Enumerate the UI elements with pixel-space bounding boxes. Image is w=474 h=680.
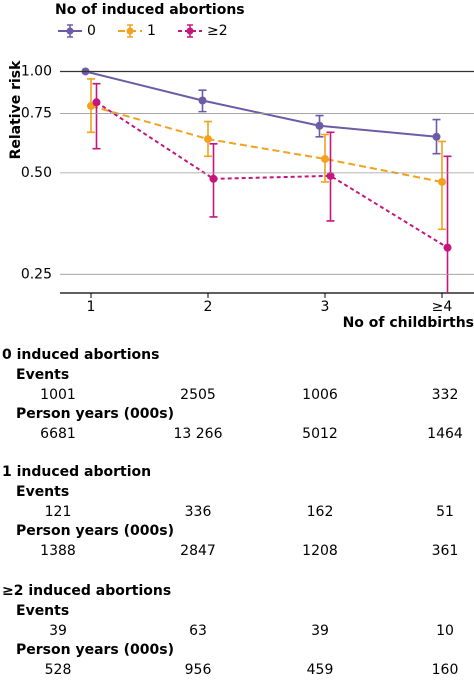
legend-marker: [66, 27, 74, 35]
table-cell: 63: [189, 623, 207, 639]
row-label: Person years (000s): [16, 523, 174, 539]
series-line: [85, 70, 437, 138]
legend-label: 0: [87, 23, 96, 39]
data-point: [326, 171, 335, 180]
x-tick-label: 3: [321, 299, 330, 315]
table-cell: 121: [45, 504, 72, 520]
legend-label: ≥2: [207, 23, 228, 39]
y-axis-label: Relative risk: [8, 60, 24, 160]
error-bar: [92, 82, 101, 150]
table-cell: 332: [432, 387, 459, 403]
row-label: Person years (000s): [16, 406, 174, 422]
row-label: Events: [16, 484, 69, 500]
data-point: [438, 177, 446, 186]
data-point: [198, 96, 207, 105]
y-tick-label: 1.00: [21, 63, 52, 79]
series-line: [95, 101, 449, 249]
data-point: [204, 135, 212, 144]
table-cell: 1001: [40, 387, 76, 403]
x-tick-label: 2: [204, 299, 213, 315]
table-cell: 39: [49, 623, 67, 639]
table-cell: 1388: [40, 543, 76, 559]
row-label: Events: [16, 603, 69, 619]
y-tick-label: 0.75: [21, 106, 52, 122]
table-cell: 10: [436, 623, 454, 639]
legend-title: No of induced abortions: [55, 2, 245, 18]
table-cell: 1006: [302, 387, 338, 403]
table-cell: 13 266: [174, 426, 223, 442]
legend-label: 1: [147, 23, 156, 39]
series-line: [90, 104, 443, 183]
table-cell: 6681: [40, 426, 76, 442]
table-cell: 1464: [427, 426, 463, 442]
table-cell: 2847: [180, 543, 216, 559]
x-axis-label: No of childbirths: [343, 315, 474, 331]
table-cell: 956: [185, 662, 212, 678]
row-label: Person years (000s): [16, 642, 174, 658]
group-title: 1 induced abortion: [2, 464, 151, 480]
y-tick-label: 0.25: [21, 266, 52, 282]
data-point: [92, 98, 101, 107]
group-title: ≥2 induced abortions: [2, 583, 171, 599]
x-tick-label: 1: [87, 299, 96, 315]
plot-area: [81, 67, 452, 293]
x-tick-label: ≥4: [432, 299, 453, 315]
data-point: [315, 121, 324, 130]
table-cell: 39: [311, 623, 329, 639]
data-point: [321, 154, 329, 163]
data-point: [432, 132, 441, 141]
error-bar: [443, 155, 452, 293]
table-cell: 1208: [302, 543, 338, 559]
y-tick-label: 0.50: [21, 165, 52, 181]
table-cell: 5012: [302, 426, 338, 442]
legend-marker: [186, 27, 194, 35]
table-cell: 361: [432, 543, 459, 559]
table-cell: 160: [432, 662, 459, 678]
group-title: 0 induced abortions: [2, 347, 159, 363]
table-cell: 336: [185, 504, 212, 520]
table-cell: 2505: [180, 387, 216, 403]
row-label: Events: [16, 367, 69, 383]
table-cell: 162: [307, 504, 334, 520]
data-point: [209, 174, 218, 183]
table-cell: 51: [436, 504, 454, 520]
legend-marker: [126, 27, 134, 35]
table-cell: 528: [45, 662, 72, 678]
table-cell: 459: [307, 662, 334, 678]
data-point: [443, 243, 452, 252]
